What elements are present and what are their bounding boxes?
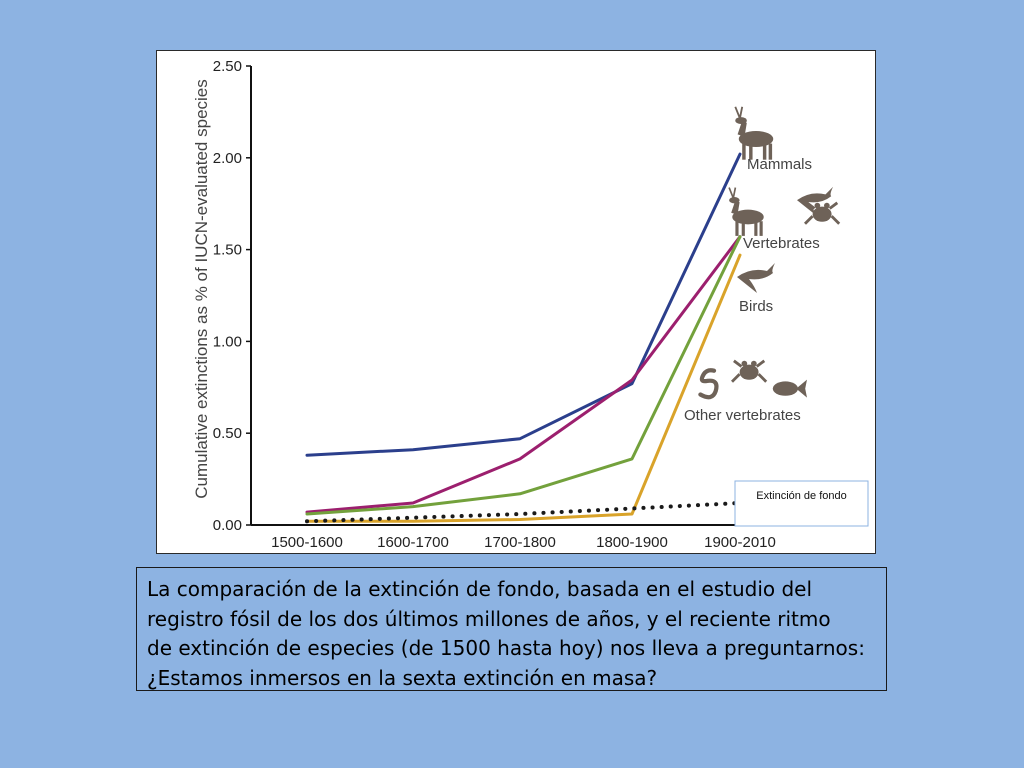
background-extinction-legend: Extinción de fondo xyxy=(734,480,869,527)
caption-text: La comparación de la extinción de fondo,… xyxy=(147,577,865,690)
series-line-2 xyxy=(305,253,742,523)
y-tick-label: 2.50 xyxy=(213,58,242,75)
tick-labels: 0.00 0.50 1.00 1.50 2.00 2.50 1500-1600 1600-17… xyxy=(213,58,776,551)
series-line-0 xyxy=(305,152,742,457)
y-tick-label: 0.50 xyxy=(213,425,242,442)
y-tick-label: 1.00 xyxy=(213,333,242,350)
background-extinction-label: Extinción de fondo xyxy=(756,490,847,502)
x-tick-label: 1500-1600 xyxy=(271,534,343,551)
series-label-3: Other vertebrates xyxy=(684,407,801,424)
caption-box: La comparación de la extinción de fondo,… xyxy=(136,567,887,691)
bird-icon xyxy=(737,263,775,293)
x-tick-label: 1900-2010 xyxy=(704,534,776,551)
series-line-3 xyxy=(305,235,742,516)
y-tick-label: 1.50 xyxy=(213,242,242,259)
fish-icon xyxy=(772,379,807,398)
series-label-2: Birds xyxy=(739,298,773,315)
chart-panel: Cumulative extinctions as % of IUCN-eval… xyxy=(156,50,876,554)
animal-icons xyxy=(698,106,841,400)
y-axis-label: Cumulative extinctions as % of IUCN-eval… xyxy=(192,79,211,499)
deer-icon xyxy=(734,106,774,160)
bird-icon xyxy=(797,186,834,216)
x-tick-label: 1600-1700 xyxy=(377,534,449,551)
y-tick-label: 2.00 xyxy=(213,150,242,167)
x-tick-label: 1800-1900 xyxy=(596,534,668,551)
series-labels: Mammals Vertebrates Birds Other vertebrates xyxy=(684,156,820,424)
frog-icon xyxy=(730,359,768,383)
y-tick-label: 0.00 xyxy=(213,517,242,534)
extinction-chart: Cumulative extinctions as % of IUCN-eval… xyxy=(192,58,869,551)
series-label-0: Mammals xyxy=(747,156,812,173)
x-tick-label: 1700-1800 xyxy=(484,534,556,551)
series-label-1: Vertebrates xyxy=(743,235,820,252)
snake-icon xyxy=(698,368,719,400)
frog-icon xyxy=(803,201,841,225)
series-line-1 xyxy=(305,235,742,514)
deer-icon xyxy=(728,187,764,236)
series-lines xyxy=(305,152,742,524)
